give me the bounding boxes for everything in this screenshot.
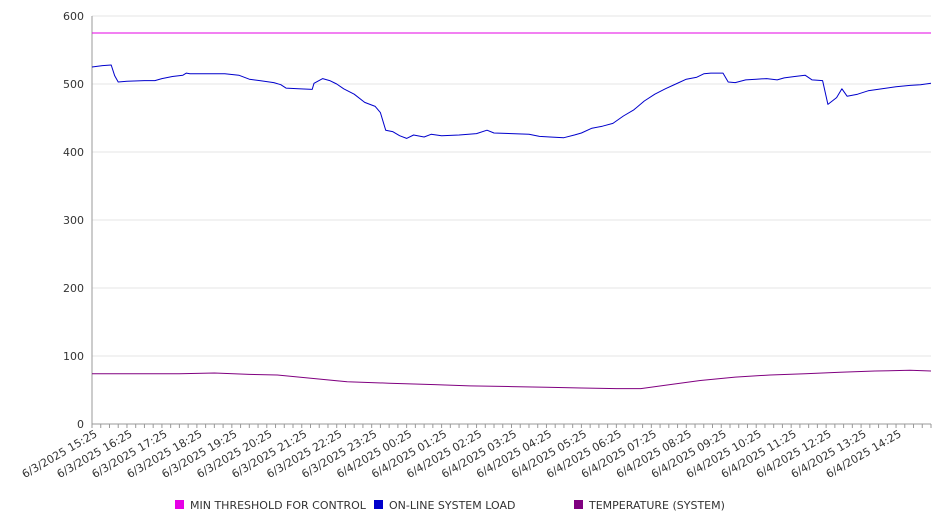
x-axis: 6/3/2025 15:256/3/2025 16:256/3/2025 17:… <box>20 423 932 481</box>
y-tick-label: 100 <box>63 350 84 363</box>
legend-label: MIN THRESHOLD FOR CONTROL <box>190 499 367 512</box>
series-line-temperature-system <box>92 369 932 390</box>
plot-area <box>91 32 932 390</box>
y-tick-label: 300 <box>63 214 84 227</box>
y-tick-label: 200 <box>63 282 84 295</box>
y-axis: 0 100 200 300 400 500 600 <box>63 10 93 431</box>
legend-swatch <box>374 500 383 509</box>
legend: MIN THRESHOLD FOR CONTROL ON-LINE SYSTEM … <box>175 499 725 512</box>
legend-swatch <box>574 500 583 509</box>
series-line-on-line-system-load <box>91 64 932 139</box>
legend-swatch <box>175 500 184 509</box>
legend-label: TEMPERATURE (SYSTEM) <box>588 499 725 512</box>
y-tick-label: 0 <box>77 418 84 431</box>
y-tick-label: 500 <box>63 78 84 91</box>
y-tick-label: 600 <box>63 10 84 23</box>
legend-label: ON-LINE SYSTEM LOAD <box>389 499 515 512</box>
y-tick-label: 400 <box>63 146 84 159</box>
grid-lines <box>92 15 931 425</box>
